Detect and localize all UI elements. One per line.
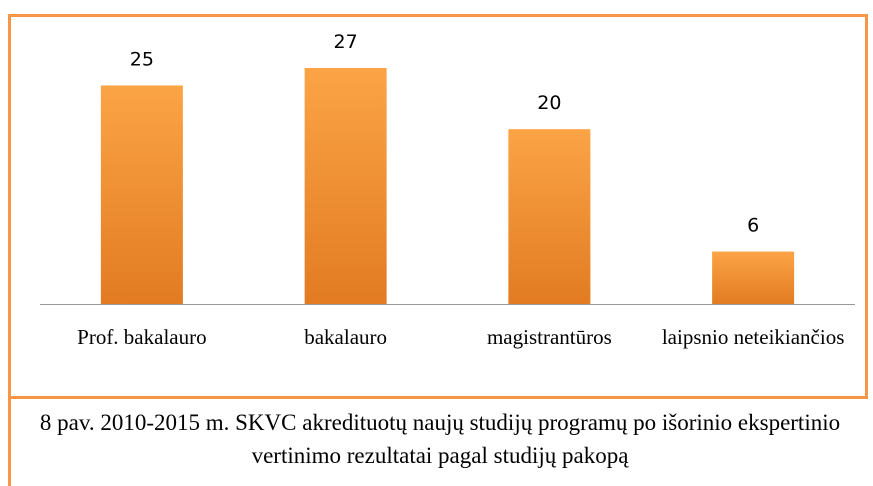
x-tick-label: magistrantūros (486, 325, 612, 349)
chart-frame (8, 14, 868, 399)
bar (100, 85, 183, 305)
bar (304, 68, 387, 304)
bar (712, 251, 795, 304)
x-tick-label: bakalauro (304, 325, 388, 349)
bar (508, 129, 591, 304)
data-label: 25 (130, 48, 154, 70)
caption: 8 pav. 2010-2015 m. SKVC akredituotų nau… (39, 410, 841, 468)
x-tick-label: laipsnio neteikiančios (661, 325, 845, 349)
data-label: 20 (537, 92, 561, 114)
x-tick-label: Prof. bakalauro (77, 325, 207, 349)
data-label: 6 (747, 215, 759, 237)
data-label: 27 (334, 31, 358, 53)
